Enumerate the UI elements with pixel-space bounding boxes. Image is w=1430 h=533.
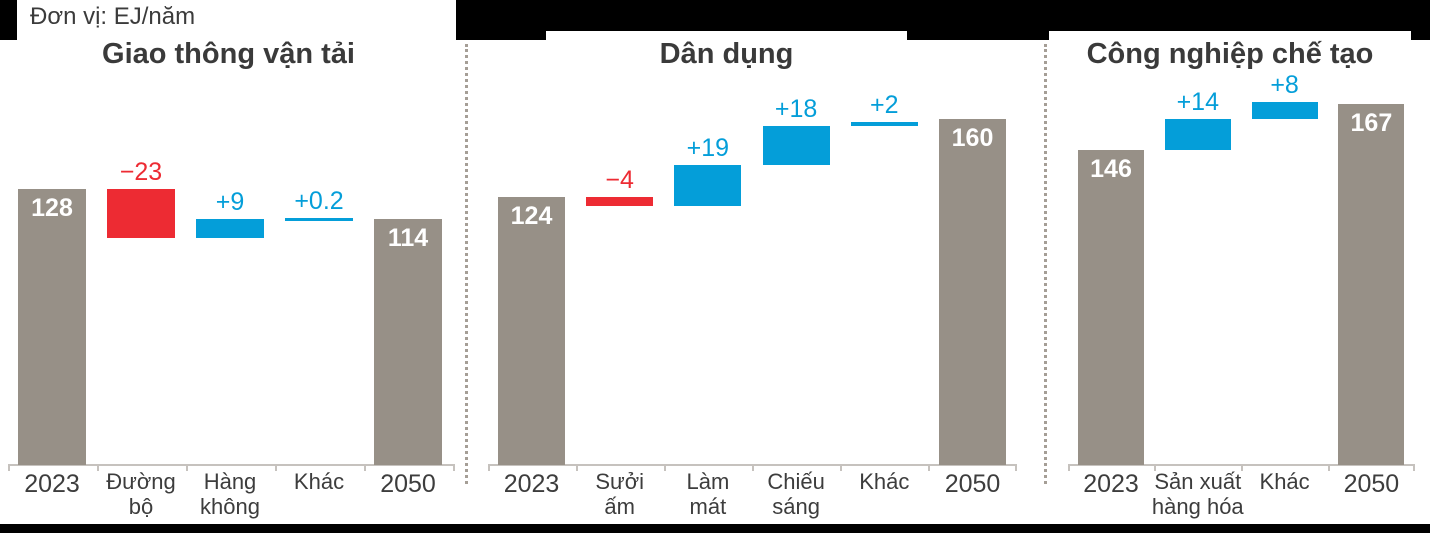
category-label: 2023 [503, 470, 560, 498]
category-label: 2023 [1083, 470, 1139, 498]
total-bar [1078, 149, 1144, 465]
category-label: Đường bộ [106, 469, 176, 519]
delta-label: +0.2 [294, 187, 344, 216]
bar-value-label: 124 [510, 202, 553, 231]
top-band-segment-mid1 [456, 0, 546, 40]
bar-value-label: 114 [387, 223, 429, 252]
total-bar [1338, 104, 1405, 465]
delta-label: +9 [215, 187, 245, 216]
axis-tick [663, 464, 666, 471]
category-label: 2050 [944, 470, 1001, 498]
total-bar [498, 197, 565, 465]
delta-label: +18 [774, 94, 818, 123]
axis-tick [1015, 464, 1017, 471]
top-band-segment-mid2 [907, 0, 1049, 40]
chart-title-3: Công nghiệp chế tạo [1086, 38, 1374, 70]
bar-value-label: 146 [1090, 154, 1132, 183]
axis-tick [453, 464, 455, 471]
category-label: 2023 [24, 470, 80, 498]
delta-label: −4 [605, 166, 634, 195]
increase-bar [1251, 102, 1318, 120]
bottom-band [0, 524, 1430, 533]
decrease-bar [107, 188, 175, 239]
total-bar [18, 188, 86, 465]
unit-label-box: Đơn vị: EJ/năm [17, 0, 456, 40]
axis-tick [1328, 464, 1330, 471]
delta-label: −23 [119, 157, 163, 186]
axis-tick [274, 464, 277, 471]
category-label: Làm mát [686, 469, 730, 519]
category-label: Khác [859, 469, 910, 494]
category-label: Khác [1259, 469, 1310, 494]
category-label: Chiếu sáng [767, 469, 825, 519]
category-label: 2050 [380, 470, 436, 498]
top-band-segment-right [1411, 0, 1430, 40]
axis-tick [1068, 464, 1070, 471]
axis-tick [752, 464, 754, 471]
axis-tick [1413, 464, 1415, 471]
category-label: Sản xuất hàng hóa [1151, 469, 1244, 519]
top-band-segment-left [0, 0, 17, 40]
total-bar [374, 218, 442, 465]
axis-tick [488, 464, 490, 471]
axis-tick [96, 464, 99, 471]
increase-bar [285, 218, 353, 221]
chart-title-1: Giao thông vận tải [102, 38, 355, 70]
chart-separator-2 [1044, 44, 1047, 484]
delta-label: +2 [870, 90, 899, 119]
delta-label: +8 [1270, 71, 1299, 100]
total-bar [939, 119, 1006, 465]
category-label: Sưởi ấm [595, 469, 645, 519]
axis-tick [185, 464, 188, 471]
delta-label: +19 [686, 133, 730, 162]
axis-line [8, 464, 455, 466]
category-label: Khác [293, 469, 345, 494]
chart-title-2: Dân dụng [659, 38, 794, 70]
axis-tick [575, 464, 578, 471]
unit-label: Đơn vị: EJ/năm [30, 3, 196, 30]
increase-bar [674, 164, 742, 206]
bar-value-label: 128 [31, 193, 73, 222]
category-label: Hàng không [200, 469, 260, 519]
bar-value-label: 167 [1350, 109, 1393, 138]
delta-label: +14 [1176, 88, 1219, 117]
axis-tick [1154, 464, 1157, 471]
category-label: 2050 [1343, 470, 1400, 498]
increase-bar [1164, 119, 1231, 150]
axis-tick [928, 464, 931, 471]
axis-tick [1241, 464, 1244, 471]
chart-separator-1 [465, 44, 468, 484]
axis-tick [8, 464, 10, 471]
axis-tick [363, 464, 366, 471]
increase-bar [196, 218, 264, 239]
increase-bar [762, 125, 830, 165]
axis-tick [840, 464, 843, 471]
bar-value-label: 160 [951, 124, 994, 153]
increase-bar [850, 121, 918, 126]
decrease-bar [586, 197, 654, 206]
